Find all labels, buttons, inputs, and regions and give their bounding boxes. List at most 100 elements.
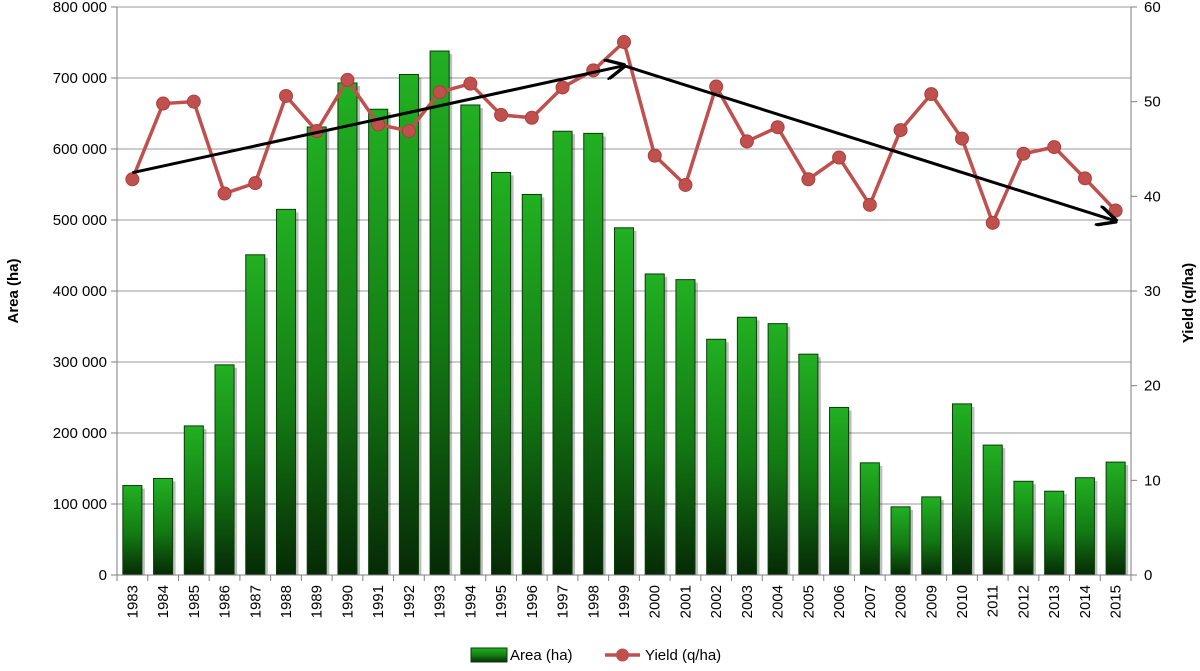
yield-point-1995 xyxy=(494,107,509,122)
bar-2006 xyxy=(829,406,850,576)
yield-point-2010 xyxy=(955,131,969,146)
bar-2010 xyxy=(951,403,973,576)
bar-1999 xyxy=(613,227,635,576)
yield-point-1983 xyxy=(125,172,140,187)
bar-2009 xyxy=(921,496,942,576)
left-tick-label: 200 000 xyxy=(53,425,107,442)
bar-2014 xyxy=(1074,477,1095,576)
x-tick-label: 1994 xyxy=(462,585,479,618)
x-tick-label: 1983 xyxy=(124,585,141,618)
yield-point-2014 xyxy=(1077,171,1092,186)
yield-point-2000 xyxy=(647,148,662,163)
bar-2004 xyxy=(767,323,788,576)
yield-point-1985 xyxy=(186,94,201,109)
trend-arrow-1 xyxy=(132,66,624,175)
yield-point-2005 xyxy=(801,172,816,187)
x-tick-label: 2008 xyxy=(893,585,910,618)
x-tick-label: 1986 xyxy=(217,585,234,618)
left-tick-label: 100 000 xyxy=(53,496,107,513)
right-tick-label: 10 xyxy=(1144,472,1161,489)
x-tick-label: 2000 xyxy=(647,585,664,618)
x-tick-label: 1991 xyxy=(370,585,387,618)
left-tick-label: 600 000 xyxy=(53,141,107,158)
yield-point-1987 xyxy=(248,176,263,191)
yield-point-1992 xyxy=(401,124,416,139)
x-tick-label: 2010 xyxy=(954,585,971,618)
bar-2003 xyxy=(736,316,757,576)
x-tick-label: 1992 xyxy=(401,585,418,618)
x-tick-label: 2012 xyxy=(1015,585,1032,618)
bar-2002 xyxy=(706,338,727,576)
x-tick-label: 1989 xyxy=(309,585,326,618)
yield-point-2006 xyxy=(832,150,847,165)
yield-point-2009 xyxy=(924,87,939,102)
yield-point-1988 xyxy=(279,88,293,103)
right-tick-label: 60 xyxy=(1144,0,1161,16)
bar-1994 xyxy=(460,104,481,576)
trend-arrow-2 xyxy=(623,64,1116,221)
bar-1983 xyxy=(122,485,143,576)
bar-1988 xyxy=(275,208,297,576)
yield-point-2007 xyxy=(862,197,877,212)
right-tick-label: 40 xyxy=(1144,188,1161,205)
x-tick-label: 1987 xyxy=(247,585,264,618)
yield-point-2011 xyxy=(985,215,1000,230)
bar-1991 xyxy=(368,108,389,576)
left-tick-label: 800 000 xyxy=(53,0,107,16)
bar-2001 xyxy=(675,279,696,576)
x-tick-label: 1996 xyxy=(524,585,541,618)
yield-point-2015 xyxy=(1108,203,1123,218)
yield-point-2012 xyxy=(1016,146,1031,161)
right-tick-label: 0 xyxy=(1144,567,1152,584)
yield-point-2004 xyxy=(770,120,785,135)
x-tick-label: 2015 xyxy=(1108,585,1125,618)
yield-point-2008 xyxy=(893,123,908,138)
x-tick-label: 2011 xyxy=(985,585,1002,617)
axes xyxy=(111,6,1137,581)
yield-point-1999 xyxy=(617,35,631,50)
bar-1989 xyxy=(306,126,327,576)
left-tick-label: 500 000 xyxy=(53,212,107,229)
trend-arrows xyxy=(132,66,1115,221)
bar-1997 xyxy=(552,130,573,576)
yield-point-1986 xyxy=(217,186,232,201)
bar-1998 xyxy=(583,132,604,576)
yield-point-1996 xyxy=(524,110,539,125)
legend-label-area: Area (ha) xyxy=(510,647,573,664)
x-tick-label: 2009 xyxy=(923,585,940,618)
right-axis-title: Yield (q/ha) xyxy=(1180,263,1197,343)
left-axis-title: Area (ha) xyxy=(5,258,22,323)
x-tick-label: 2005 xyxy=(800,585,817,618)
bar-1996 xyxy=(521,193,542,576)
yield-point-1984 xyxy=(156,96,171,111)
left-tick-label: 700 000 xyxy=(53,70,107,87)
yield-point-2001 xyxy=(678,177,693,192)
x-tick-label: 1998 xyxy=(585,585,602,618)
area-bars xyxy=(122,50,1129,576)
bar-2012 xyxy=(1013,480,1034,576)
bar-1993 xyxy=(429,50,450,576)
x-tick-label: 1990 xyxy=(339,585,356,618)
x-tick-label: 2004 xyxy=(770,585,787,618)
bar-1992 xyxy=(398,73,419,576)
x-tick-label: 1985 xyxy=(186,585,203,618)
bar-1984 xyxy=(153,477,174,576)
right-tick-label: 50 xyxy=(1144,94,1161,111)
right-tick-label: 20 xyxy=(1144,378,1161,395)
x-tick-label: 2014 xyxy=(1077,585,1094,618)
x-tick-label: 1995 xyxy=(493,585,510,618)
x-tick-label: 1984 xyxy=(155,585,172,618)
left-tick-label: 300 000 xyxy=(53,354,107,371)
yield-point-2003 xyxy=(739,134,754,149)
x-tick-label: 2007 xyxy=(862,585,879,618)
bar-2011 xyxy=(982,444,1003,576)
yield-point-2002 xyxy=(709,79,724,94)
x-tick-label: 1993 xyxy=(432,585,449,618)
x-tick-label: 1999 xyxy=(616,585,633,618)
yield-point-1990 xyxy=(340,72,355,87)
bar-1990 xyxy=(337,82,358,576)
x-tick-label: 2013 xyxy=(1046,585,1063,618)
right-tick-label: 30 xyxy=(1144,283,1161,300)
